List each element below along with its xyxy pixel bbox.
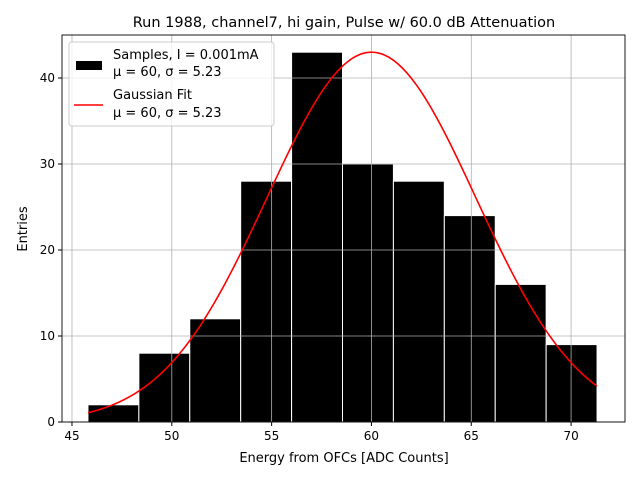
legend-samples-label: Samples, I = 0.001mA [113,48,259,63]
y-tick-label: 30 [40,157,55,171]
histogram-bar [545,344,598,423]
x-tick-label: 55 [264,429,279,443]
gaussian-fit-line [87,51,598,414]
y-tick-label: 10 [40,329,55,343]
legend: Samples, I = 0.001mA μ = 60, σ = 5.23 Ga… [68,41,275,127]
legend-samples-params: μ = 60, σ = 5.23 [113,65,222,80]
legend-box [68,41,275,127]
legend-fit-params: μ = 60, σ = 5.23 [113,106,222,121]
x-tick-label: 45 [64,429,79,443]
legend-fit-label: Gaussian Fit [113,88,192,103]
plot-frame [61,34,626,423]
histogram-bar [87,404,140,423]
histogram-bar [342,163,394,423]
y-tick-label: 20 [40,243,55,257]
histogram-bar [443,215,496,423]
histogram-bar [291,51,344,423]
legend-samples-swatch [76,61,102,70]
histogram-bar [138,352,191,423]
x-tick-label: 50 [164,429,179,443]
histogram-bar [240,180,293,423]
x-tick-label: 65 [464,429,479,443]
histogram-bar [392,180,445,423]
x-tick-label: 70 [563,429,578,443]
y-tick-label: 40 [40,71,55,85]
x-axis-label: Energy from OFCs [ADC Counts] [239,451,448,466]
histogram-bar [494,283,547,423]
x-tick-label: 60 [364,429,379,443]
chart-title: Run 1988, channel7, hi gain, Pulse w/ 60… [133,15,556,31]
histogram-bar [189,318,242,423]
y-tick-label: 0 [47,415,55,429]
y-axis-label: Entries [16,206,31,252]
